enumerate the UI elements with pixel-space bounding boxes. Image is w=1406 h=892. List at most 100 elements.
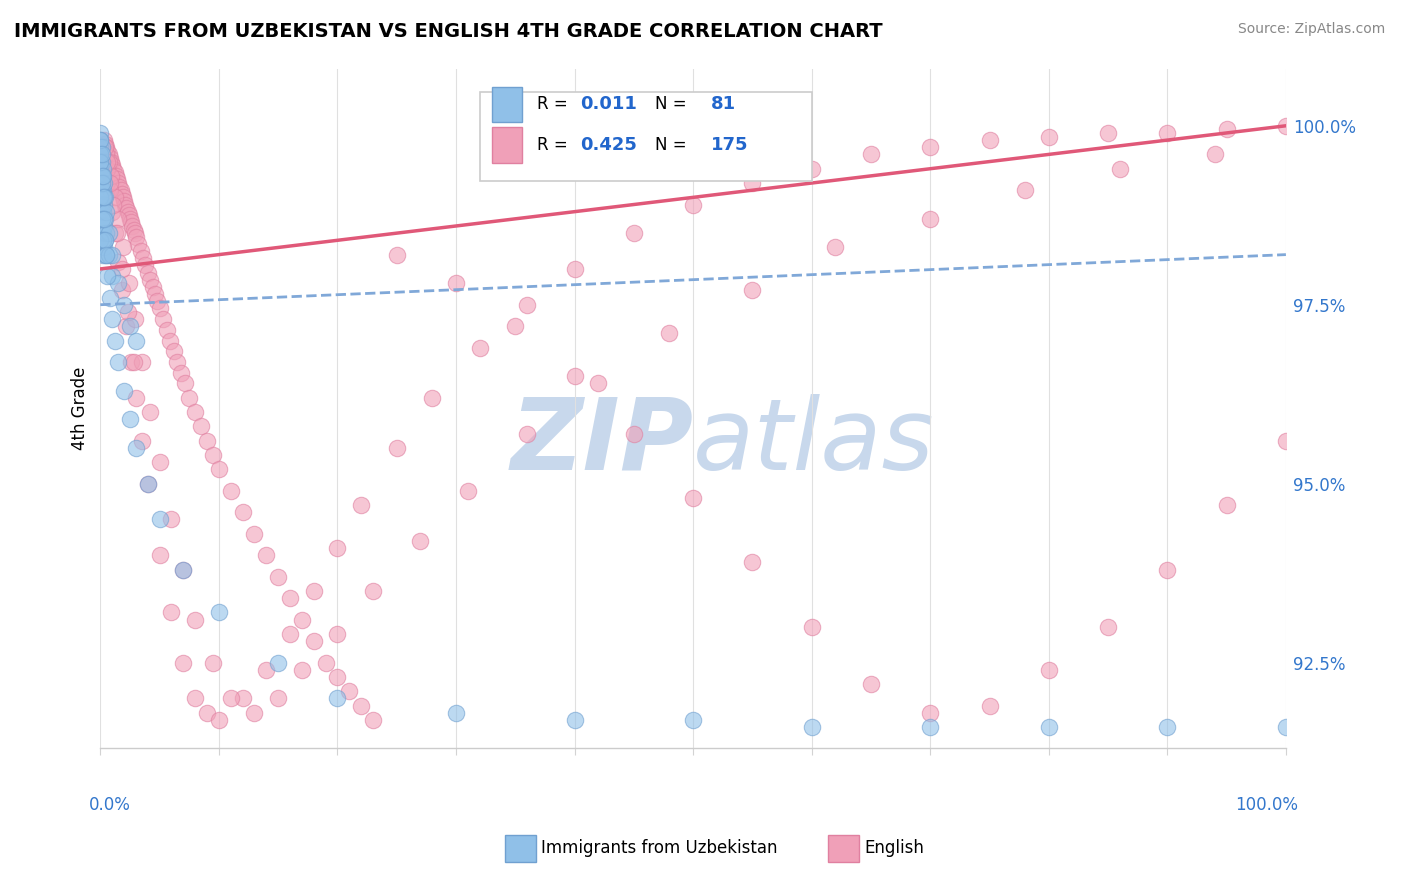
Point — [89, 161, 111, 176]
Point — [94, 190, 117, 204]
Point — [1275, 720, 1298, 734]
Point — [254, 663, 277, 677]
Point — [201, 448, 224, 462]
Point — [139, 273, 162, 287]
Point — [107, 254, 129, 268]
Point — [859, 147, 882, 161]
Point — [1275, 119, 1298, 133]
Point — [267, 570, 290, 584]
Point — [1038, 720, 1060, 734]
Point — [267, 656, 290, 670]
Point — [124, 312, 146, 326]
Point — [89, 183, 111, 197]
Point — [149, 455, 172, 469]
Point — [93, 190, 115, 204]
Point — [89, 169, 111, 183]
Point — [979, 698, 1001, 713]
Point — [195, 434, 218, 448]
Point — [146, 294, 169, 309]
Point — [111, 261, 134, 276]
Point — [444, 706, 467, 720]
Point — [93, 133, 115, 147]
Point — [824, 240, 846, 254]
Point — [97, 147, 120, 161]
Point — [101, 247, 124, 261]
Point — [110, 183, 132, 197]
Point — [141, 280, 163, 294]
Point — [114, 197, 136, 211]
Text: 100.0%: 100.0% — [1234, 796, 1298, 814]
Point — [131, 434, 153, 448]
Point — [117, 204, 139, 219]
Point — [111, 190, 134, 204]
Point — [149, 301, 172, 316]
Point — [1156, 720, 1178, 734]
Point — [89, 204, 111, 219]
Text: atlas: atlas — [693, 394, 935, 491]
Point — [564, 261, 586, 276]
Point — [122, 222, 145, 236]
Point — [96, 140, 118, 154]
Point — [98, 183, 121, 197]
Point — [1097, 126, 1119, 140]
Point — [90, 140, 112, 154]
Point — [184, 613, 207, 627]
Point — [920, 211, 942, 226]
Point — [267, 691, 290, 706]
Point — [118, 319, 141, 334]
Point — [112, 194, 135, 208]
Point — [91, 233, 114, 247]
Point — [385, 247, 408, 261]
Point — [89, 197, 111, 211]
Point — [173, 376, 195, 391]
Point — [98, 151, 121, 165]
Text: ZIP: ZIP — [510, 394, 693, 491]
Point — [134, 258, 156, 272]
Point — [101, 204, 124, 219]
Point — [315, 656, 337, 670]
Point — [1215, 122, 1237, 136]
Point — [564, 369, 586, 384]
Point — [101, 312, 124, 326]
Point — [326, 627, 349, 641]
Point — [90, 211, 112, 226]
Point — [89, 190, 111, 204]
Point — [96, 154, 118, 169]
Point — [101, 158, 124, 172]
Point — [243, 706, 266, 720]
Point — [112, 298, 135, 312]
Point — [291, 613, 314, 627]
Point — [103, 197, 125, 211]
Point — [120, 355, 142, 369]
Point — [1097, 620, 1119, 634]
Point — [94, 233, 117, 247]
Point — [131, 355, 153, 369]
Point — [149, 548, 172, 562]
Text: N =: N = — [655, 95, 692, 113]
Point — [96, 247, 118, 261]
Point — [91, 183, 114, 197]
Text: Source: ZipAtlas.com: Source: ZipAtlas.com — [1237, 22, 1385, 37]
Point — [108, 179, 131, 194]
Point — [184, 405, 207, 419]
Point — [120, 215, 142, 229]
Text: 0.425: 0.425 — [581, 136, 637, 154]
Point — [172, 563, 194, 577]
Point — [103, 161, 125, 176]
Point — [96, 204, 118, 219]
Point — [350, 498, 373, 512]
Point — [1014, 183, 1036, 197]
Point — [208, 462, 231, 476]
Point — [516, 298, 538, 312]
Point — [97, 247, 120, 261]
Point — [107, 277, 129, 291]
Point — [350, 698, 373, 713]
Point — [1215, 498, 1237, 512]
Point — [129, 244, 152, 258]
Point — [96, 247, 118, 261]
Point — [420, 391, 443, 405]
Point — [136, 266, 159, 280]
Text: 0.0%: 0.0% — [89, 796, 131, 814]
Point — [91, 169, 114, 183]
Point — [564, 713, 586, 727]
